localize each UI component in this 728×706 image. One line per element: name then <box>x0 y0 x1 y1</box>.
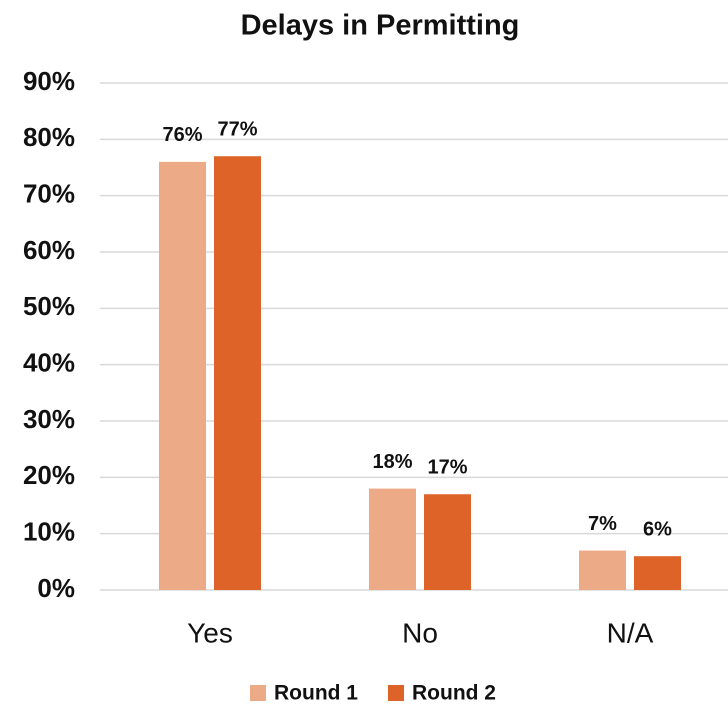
y-tick-label: 90% <box>23 66 75 96</box>
y-tick-label: 80% <box>23 122 75 152</box>
bar <box>634 556 681 590</box>
y-tick-label: 30% <box>23 404 75 434</box>
chart-title: Delays in Permitting <box>241 10 520 42</box>
y-tick-label: 60% <box>23 235 75 265</box>
x-tick-label: Yes <box>187 617 233 648</box>
bar <box>214 156 261 590</box>
data-label: 18% <box>372 451 412 473</box>
data-label: 76% <box>162 124 202 146</box>
y-tick-label: 70% <box>23 179 75 209</box>
bar <box>369 488 416 590</box>
y-tick-label: 0% <box>37 573 75 603</box>
data-label: 6% <box>643 518 672 540</box>
legend-swatch <box>388 685 404 701</box>
legend-label: Round 1 <box>274 682 358 705</box>
x-tick-label: N/A <box>607 617 654 648</box>
bar <box>424 494 471 590</box>
data-label: 77% <box>217 119 257 141</box>
y-tick-label: 20% <box>23 460 75 490</box>
legend-label: Round 2 <box>412 682 496 705</box>
bar <box>159 161 206 590</box>
legend-swatch <box>250 685 266 701</box>
bar <box>579 550 626 590</box>
data-label: 7% <box>588 513 617 535</box>
y-tick-label: 10% <box>23 517 75 547</box>
data-label: 17% <box>427 457 467 479</box>
x-tick-label: No <box>402 617 438 648</box>
y-tick-label: 50% <box>23 291 75 321</box>
y-tick-label: 40% <box>23 348 75 378</box>
